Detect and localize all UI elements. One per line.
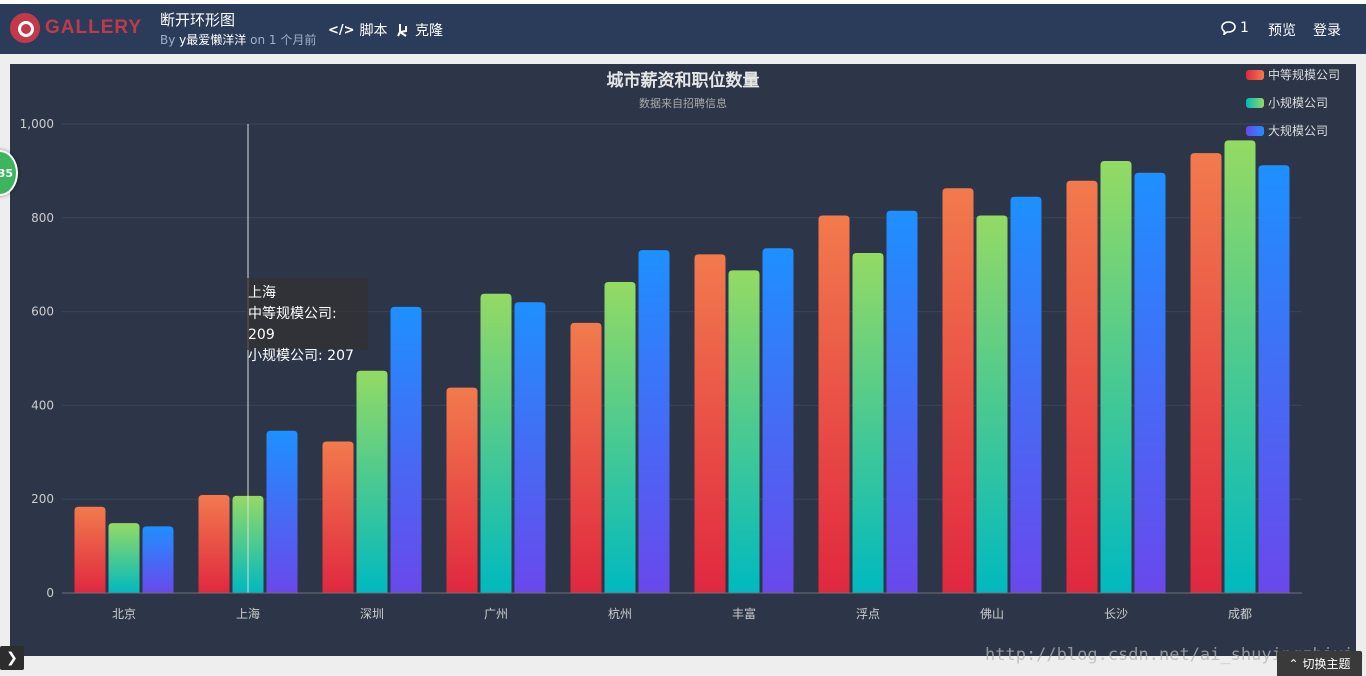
x-tick-label: 长沙 bbox=[1104, 607, 1128, 621]
navbar: GALLERY 断开环形图 By y最爱懒洋洋 on 1 个月前 </> 脚本 … bbox=[0, 4, 1366, 54]
byline: By y最爱懒洋洋 on 1 个月前 bbox=[160, 31, 316, 49]
bar-0-7[interactable] bbox=[942, 188, 974, 593]
by-prefix: By bbox=[160, 33, 176, 47]
bar-0-6[interactable] bbox=[818, 215, 850, 593]
bar-1-8[interactable] bbox=[1100, 161, 1132, 593]
chart-subtitle: 数据来自招聘信息 bbox=[639, 96, 727, 110]
legend-swatch[interactable] bbox=[1246, 98, 1264, 108]
preview-link[interactable]: 预览 bbox=[1268, 23, 1296, 39]
bar-1-0[interactable] bbox=[108, 523, 140, 593]
bar-2-2[interactable] bbox=[390, 306, 422, 593]
bar-1-4[interactable] bbox=[604, 282, 636, 593]
bar-0-3[interactable] bbox=[446, 387, 478, 593]
bar-2-0[interactable] bbox=[142, 526, 174, 593]
chevron-up-icon: ⌃ bbox=[1288, 656, 1299, 671]
bar-1-2[interactable] bbox=[356, 370, 388, 593]
bar-0-9[interactable] bbox=[1190, 153, 1222, 593]
x-tick-label: 佛山 bbox=[980, 607, 1004, 621]
bars bbox=[74, 124, 1290, 593]
bar-1-9[interactable] bbox=[1224, 140, 1256, 593]
fork-icon bbox=[397, 24, 407, 37]
legend-swatch[interactable] bbox=[1246, 70, 1264, 80]
script-link[interactable]: </> 脚本 bbox=[328, 20, 388, 40]
y-tick-label: 200 bbox=[31, 492, 54, 506]
comments-button[interactable]: 1 bbox=[1221, 20, 1249, 36]
switch-theme-label: 切换主题 bbox=[1302, 657, 1351, 671]
tooltip-line-medium: 中等规模公司: 209 bbox=[248, 306, 337, 343]
bar-1-3[interactable] bbox=[480, 293, 512, 593]
clone-label: 克隆 bbox=[415, 23, 443, 39]
bar-2-7[interactable] bbox=[1010, 196, 1042, 593]
comment-count: 1 bbox=[1240, 20, 1249, 36]
bar-2-9[interactable] bbox=[1258, 165, 1290, 593]
y-tick-label: 800 bbox=[31, 211, 54, 225]
x-tick-label: 深圳 bbox=[360, 607, 384, 621]
y-tick-label: 0 bbox=[46, 586, 54, 600]
page-title: 断开环形图 bbox=[160, 11, 236, 29]
bar-2-3[interactable] bbox=[514, 302, 546, 593]
y-tick-label: 400 bbox=[31, 398, 54, 412]
y-tick-label: 600 bbox=[31, 305, 54, 319]
legend-label[interactable]: 大规模公司 bbox=[1268, 123, 1328, 138]
logo-text: GALLERY bbox=[45, 17, 143, 38]
title-block: 断开环形图 By y最爱懒洋洋 on 1 个月前 bbox=[160, 10, 316, 49]
x-tick-label: 成都 bbox=[1228, 607, 1252, 621]
x-tick-label: 广州 bbox=[484, 607, 508, 621]
gallery-logo[interactable]: GALLERY bbox=[10, 13, 142, 43]
chart-title: 城市薪资和职位数量 bbox=[607, 70, 760, 91]
login-link[interactable]: 登录 bbox=[1313, 23, 1341, 39]
bar-1-5[interactable] bbox=[728, 270, 760, 593]
author-link[interactable]: y最爱懒洋洋 bbox=[179, 33, 247, 47]
bar-0-5[interactable] bbox=[694, 254, 726, 593]
x-tick-label: 上海 bbox=[236, 606, 260, 621]
bar-2-6[interactable] bbox=[886, 210, 918, 593]
y-tick-label: 1,000 bbox=[20, 117, 54, 131]
post-time: on 1 个月前 bbox=[250, 33, 317, 47]
x-tick-label: 杭州 bbox=[608, 606, 632, 621]
top-strip bbox=[0, 0, 1366, 4]
bar-0-4[interactable] bbox=[570, 322, 602, 593]
legend-label[interactable]: 中等规模公司 bbox=[1268, 67, 1340, 82]
legend-swatch[interactable] bbox=[1246, 126, 1264, 136]
x-tick-label: 浮点 bbox=[856, 607, 880, 621]
bar-0-0[interactable] bbox=[74, 506, 106, 593]
bar-2-4[interactable] bbox=[638, 250, 670, 593]
chart-tooltip: 上海 中等规模公司: 209 小规模公司: 207 bbox=[246, 278, 368, 364]
bar-2-8[interactable] bbox=[1134, 172, 1166, 593]
switch-theme-button[interactable]: ⌃ 切换主题 bbox=[1277, 651, 1362, 676]
expand-panel-button[interactable]: ❯ bbox=[0, 646, 24, 670]
bar-0-2[interactable] bbox=[322, 441, 354, 593]
bar-0-8[interactable] bbox=[1066, 180, 1098, 593]
tooltip-title: 上海 bbox=[248, 285, 276, 301]
script-label: 脚本 bbox=[359, 23, 388, 39]
chart-panel: 0 200 400 600 800 1,000 北京 上海 深圳 广州 杭州 丰富 浮点 佛山 长沙 成都 城… bbox=[10, 64, 1356, 656]
x-tick-label: 丰富 bbox=[732, 606, 756, 621]
watermark: http://blog.csdn.net/ai_shuyingzhixia bbox=[985, 645, 1364, 665]
notification-badge[interactable]: 35 bbox=[0, 150, 18, 196]
code-icon: </> bbox=[328, 22, 355, 38]
logo-icon bbox=[10, 13, 40, 43]
comment-icon bbox=[1221, 21, 1236, 35]
bar-1-6[interactable] bbox=[852, 252, 884, 593]
chevron-right-icon: ❯ bbox=[6, 650, 18, 666]
bar-0-1[interactable] bbox=[198, 494, 230, 593]
bar-2-5[interactable] bbox=[762, 248, 794, 593]
badge-count: 35 bbox=[0, 166, 13, 180]
legend-label[interactable]: 小规模公司 bbox=[1268, 95, 1328, 110]
bar-1-7[interactable] bbox=[976, 215, 1008, 593]
clone-link[interactable]: 克隆 bbox=[396, 20, 443, 40]
bar-2-1[interactable] bbox=[266, 430, 298, 593]
tooltip-line-small: 小规模公司: 207 bbox=[248, 348, 354, 364]
x-tick-label: 北京 bbox=[112, 607, 136, 621]
